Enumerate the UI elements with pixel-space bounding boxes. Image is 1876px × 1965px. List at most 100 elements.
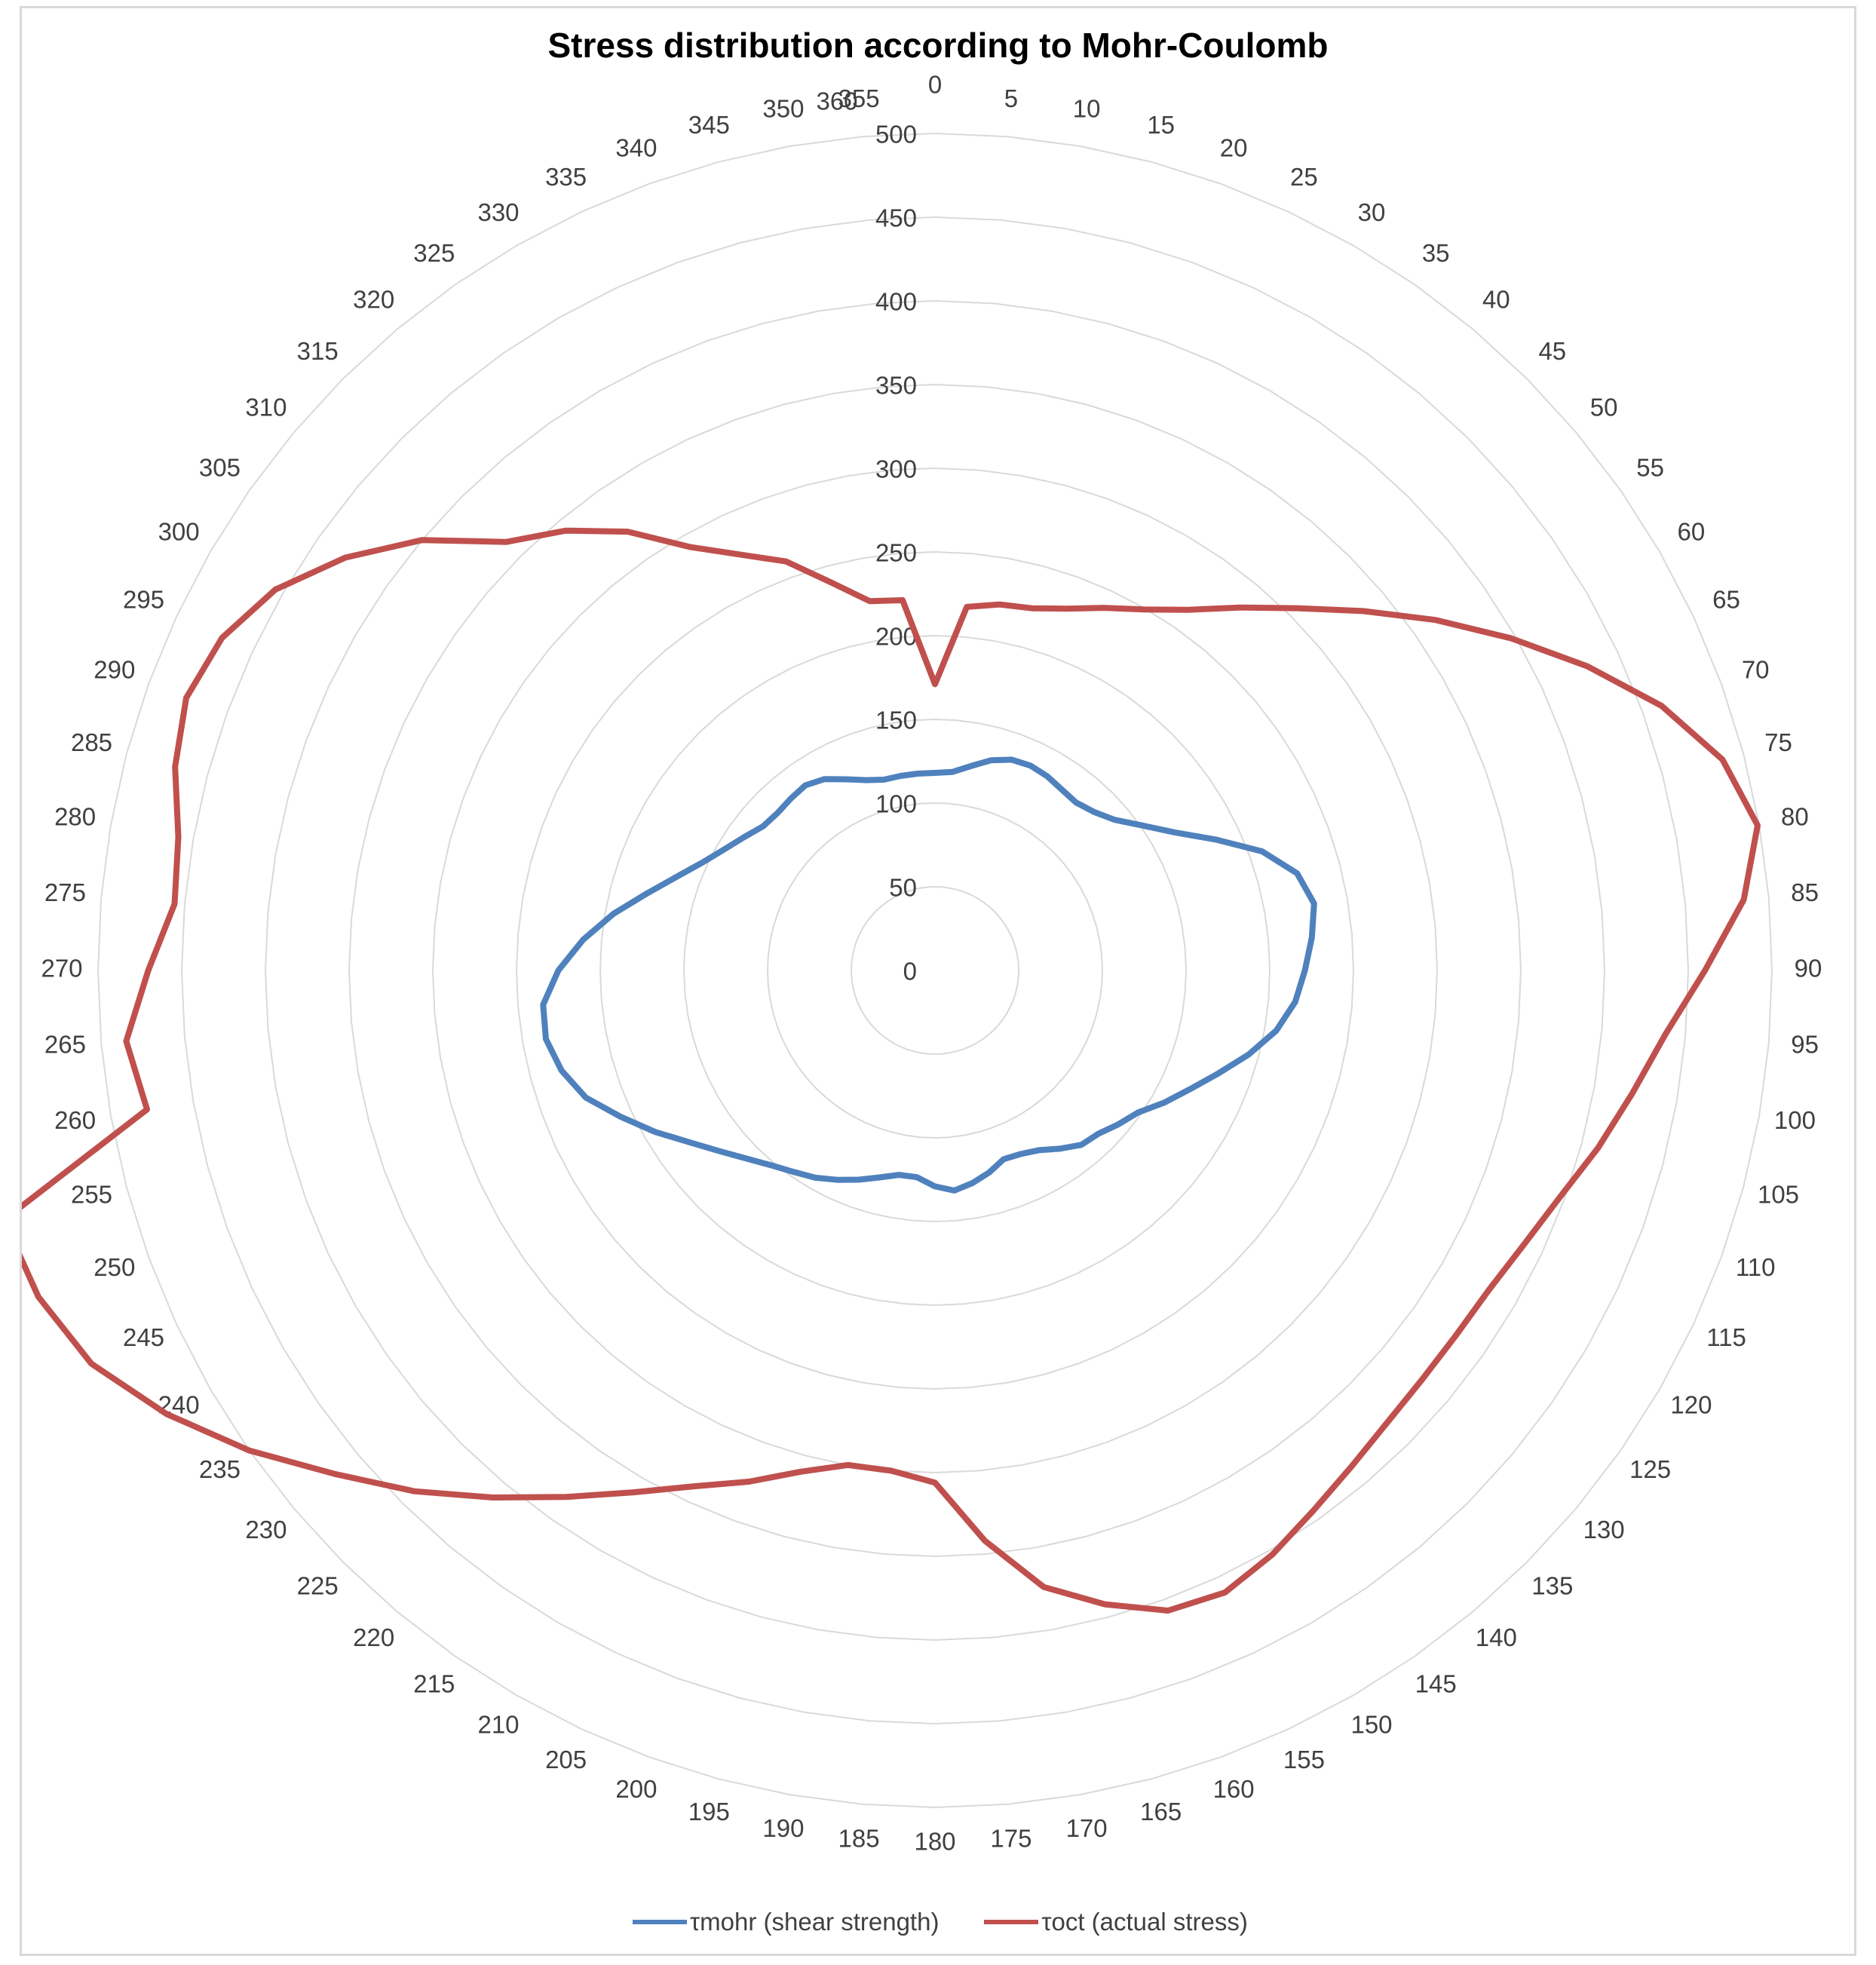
radial-tick-label: 100 bbox=[875, 790, 917, 818]
angle-label: 165 bbox=[1140, 1798, 1182, 1826]
series-line-mohr bbox=[540, 756, 1317, 1194]
angle-label: 210 bbox=[477, 1711, 519, 1739]
angle-label: 215 bbox=[413, 1669, 455, 1697]
legend-label-oct: τoct (actual stress) bbox=[1041, 1908, 1248, 1936]
angle-label: 285 bbox=[71, 728, 112, 756]
angle-label: 45 bbox=[1538, 337, 1566, 365]
angle-label: 90 bbox=[1795, 955, 1822, 982]
angle-label: 140 bbox=[1476, 1623, 1517, 1651]
grid-rings bbox=[97, 132, 1773, 1809]
angle-label: 305 bbox=[199, 454, 241, 482]
grid-ring bbox=[850, 885, 1020, 1056]
angle-label: 325 bbox=[413, 239, 455, 267]
angle-label: 265 bbox=[44, 1031, 86, 1059]
radial-tick-label: 300 bbox=[875, 455, 917, 483]
angle-label: 175 bbox=[990, 1824, 1031, 1852]
angle-label: 95 bbox=[1791, 1031, 1819, 1059]
series-line-oct bbox=[22, 527, 1761, 1614]
angle-label: 35 bbox=[1422, 239, 1450, 267]
radial-tick-label: 50 bbox=[889, 874, 917, 902]
angle-label: 120 bbox=[1670, 1391, 1712, 1419]
angle-label: 85 bbox=[1791, 878, 1819, 906]
chart-area: Stress distribution according to Mohr-Co… bbox=[20, 6, 1856, 1956]
angle-label: 10 bbox=[1073, 94, 1101, 122]
angle-label: 15 bbox=[1147, 111, 1175, 139]
angle-label: 320 bbox=[353, 286, 394, 314]
radial-tick-label: 0 bbox=[903, 958, 917, 986]
angle-label: 50 bbox=[1590, 393, 1618, 421]
angle-label: 30 bbox=[1358, 198, 1386, 226]
angle-label: 170 bbox=[1066, 1814, 1108, 1842]
grid-ring bbox=[766, 802, 1104, 1139]
angle-label: 105 bbox=[1758, 1180, 1799, 1208]
angle-label: 355 bbox=[838, 84, 880, 112]
series-lines bbox=[22, 527, 1761, 1614]
radial-tick-label: 150 bbox=[875, 707, 917, 734]
angle-label: 125 bbox=[1629, 1455, 1671, 1483]
angle-label: 100 bbox=[1774, 1106, 1816, 1134]
angle-label: 75 bbox=[1764, 728, 1792, 756]
angle-label: 310 bbox=[245, 393, 287, 421]
angle-label: 65 bbox=[1712, 585, 1740, 613]
radial-tick-label: 500 bbox=[875, 121, 917, 149]
radial-tick-label: 400 bbox=[875, 288, 917, 316]
legend-item-mohr: τmohr (shear strength) bbox=[633, 1908, 939, 1936]
angle-label: 145 bbox=[1415, 1669, 1457, 1697]
angle-label: 160 bbox=[1213, 1775, 1255, 1803]
angle-label: 360 bbox=[816, 87, 857, 115]
grid-ring bbox=[599, 634, 1271, 1307]
angle-label: 40 bbox=[1482, 286, 1510, 314]
grid-ring bbox=[180, 216, 1690, 1725]
angle-label: 340 bbox=[615, 134, 657, 162]
angle-label: 275 bbox=[44, 878, 86, 906]
legend-swatch-oct bbox=[984, 1920, 1039, 1924]
angle-label: 300 bbox=[158, 518, 200, 546]
angle-label: 70 bbox=[1742, 656, 1770, 684]
angle-label: 115 bbox=[1706, 1323, 1746, 1351]
angle-label: 225 bbox=[297, 1572, 339, 1600]
chart-title: Stress distribution according to Mohr-Co… bbox=[547, 26, 1329, 65]
angle-label: 235 bbox=[199, 1455, 241, 1483]
angle-label: 195 bbox=[688, 1798, 730, 1826]
angle-label: 60 bbox=[1678, 518, 1706, 546]
legend: τmohr (shear strength) τoct (actual stre… bbox=[22, 1899, 1859, 1945]
angle-label: 270 bbox=[41, 955, 82, 982]
angle-label: 185 bbox=[838, 1824, 880, 1852]
angle-label: 335 bbox=[545, 163, 587, 191]
angle-label: 180 bbox=[914, 1828, 955, 1856]
angle-label: 350 bbox=[762, 94, 804, 122]
angle-label: 220 bbox=[353, 1623, 394, 1651]
grid-ring bbox=[97, 132, 1773, 1809]
angle-label: 345 bbox=[688, 111, 730, 139]
legend-label-mohr: τmohr (shear strength) bbox=[690, 1908, 940, 1936]
grid-ring bbox=[682, 718, 1188, 1223]
angle-label: 80 bbox=[1781, 803, 1809, 831]
angle-label: 110 bbox=[1736, 1253, 1776, 1281]
angle-label: 260 bbox=[54, 1106, 96, 1134]
radar-plot: 0 5 10 15 20 25 30 35 40 45 50 55 60 65 70 75 80 85 90 95 10… bbox=[22, 71, 1822, 1856]
angle-label: 5 bbox=[1004, 84, 1018, 112]
angle-label: 135 bbox=[1531, 1572, 1573, 1600]
radial-tick-label: 250 bbox=[875, 539, 917, 567]
angle-label: 20 bbox=[1220, 134, 1248, 162]
angle-label: 230 bbox=[245, 1516, 287, 1543]
angle-label: 155 bbox=[1283, 1746, 1325, 1773]
radial-tick-label: 450 bbox=[875, 204, 917, 232]
angle-label: 250 bbox=[93, 1253, 135, 1281]
angle-label: 130 bbox=[1583, 1516, 1625, 1543]
angle-label: 280 bbox=[54, 803, 96, 831]
radial-tick-label: 350 bbox=[875, 372, 917, 400]
angle-label: 0 bbox=[928, 71, 942, 99]
angle-label: 25 bbox=[1290, 163, 1318, 191]
angle-label: 55 bbox=[1636, 454, 1664, 482]
grid-ring bbox=[348, 383, 1522, 1558]
angle-label: 245 bbox=[123, 1323, 164, 1351]
angle-label: 295 bbox=[123, 585, 164, 613]
angle-label: 205 bbox=[545, 1746, 587, 1773]
legend-item-oct: τoct (actual stress) bbox=[984, 1908, 1248, 1936]
legend-swatch-mohr bbox=[633, 1920, 688, 1924]
angle-label: 290 bbox=[93, 656, 135, 684]
grid-ring bbox=[264, 299, 1606, 1642]
grid-ring bbox=[515, 550, 1355, 1390]
